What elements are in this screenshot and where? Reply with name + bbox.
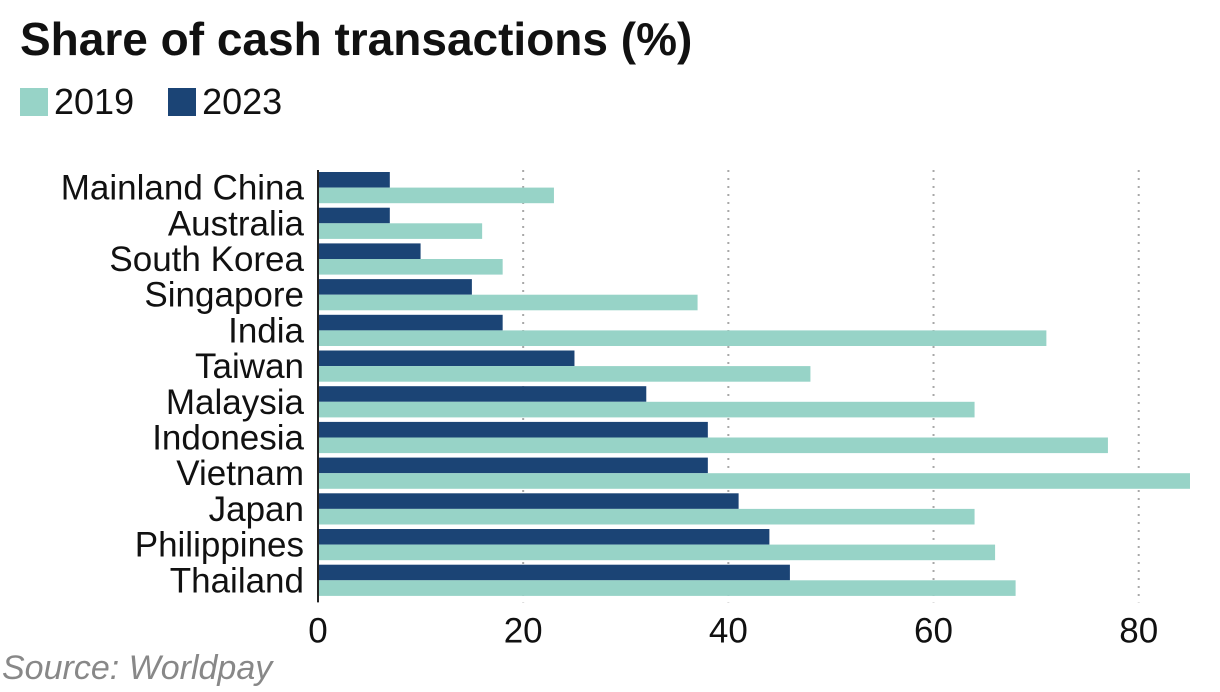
bar-2023-malaysia <box>318 386 647 402</box>
category-label-vietnam: Vietnam <box>176 454 304 493</box>
category-label-india: India <box>228 311 304 350</box>
x-tick-label-0: 0 <box>308 611 327 650</box>
category-label-malaysia: Malaysia <box>166 383 305 422</box>
chart-title: Share of cash transactions (%) <box>20 13 693 65</box>
bar-2023-japan <box>318 493 739 509</box>
bar-2019-india <box>318 330 1047 346</box>
bar-2023-mainland-china <box>318 172 390 188</box>
legend-item-2019: 2019 <box>20 84 134 120</box>
bar-2023-philippines <box>318 529 770 545</box>
category-label-mainland-china: Mainland China <box>61 169 305 208</box>
category-label-singapore: Singapore <box>144 276 304 315</box>
bar-2019-vietnam <box>318 473 1190 489</box>
bar-2019-mainland-china <box>318 187 554 204</box>
category-label-philippines: Philippines <box>135 526 304 565</box>
x-tick-label-60: 60 <box>914 611 953 650</box>
legend-swatch-2023 <box>168 88 197 116</box>
bar-2019-south-korea <box>318 259 503 275</box>
legend-swatch-2019 <box>20 88 48 116</box>
bar-2023-taiwan <box>318 350 575 367</box>
category-label-indonesia: Indonesia <box>152 419 304 458</box>
category-label-japan: Japan <box>209 490 304 529</box>
x-tick-label-80: 80 <box>1119 611 1158 650</box>
category-label-thailand: Thailand <box>170 561 304 600</box>
category-label-taiwan: Taiwan <box>195 347 304 386</box>
bar-2019-indonesia <box>318 437 1108 454</box>
bar-2019-philippines <box>318 544 996 561</box>
bar-2023-thailand <box>318 564 790 581</box>
legend-item-2023: 2023 <box>168 84 282 120</box>
bar-2023-indonesia <box>318 421 708 438</box>
bar-2023-south-korea <box>318 243 421 259</box>
bar-2019-malaysia <box>318 401 975 418</box>
x-tick-label-20: 20 <box>504 611 543 650</box>
bar-2023-vietnam <box>318 457 708 474</box>
bar-2023-singapore <box>318 279 472 295</box>
bar-2019-singapore <box>318 294 698 311</box>
bar-2019-australia <box>318 223 483 239</box>
legend-label-2023: 2023 <box>202 81 283 122</box>
bar-2019-thailand <box>318 580 1016 596</box>
source-note: Source: Worldpay <box>2 649 273 687</box>
bar-2019-taiwan <box>318 366 811 382</box>
bar-2023-australia <box>318 207 390 224</box>
legend: 2019 2023 <box>20 84 282 120</box>
legend-label-2019: 2019 <box>54 81 135 122</box>
bar-2023-india <box>318 314 503 331</box>
bar-2019-japan <box>318 508 975 525</box>
category-label-south-korea: South Korea <box>109 240 304 279</box>
category-label-australia: Australia <box>168 204 305 243</box>
x-tick-label-40: 40 <box>709 611 748 650</box>
